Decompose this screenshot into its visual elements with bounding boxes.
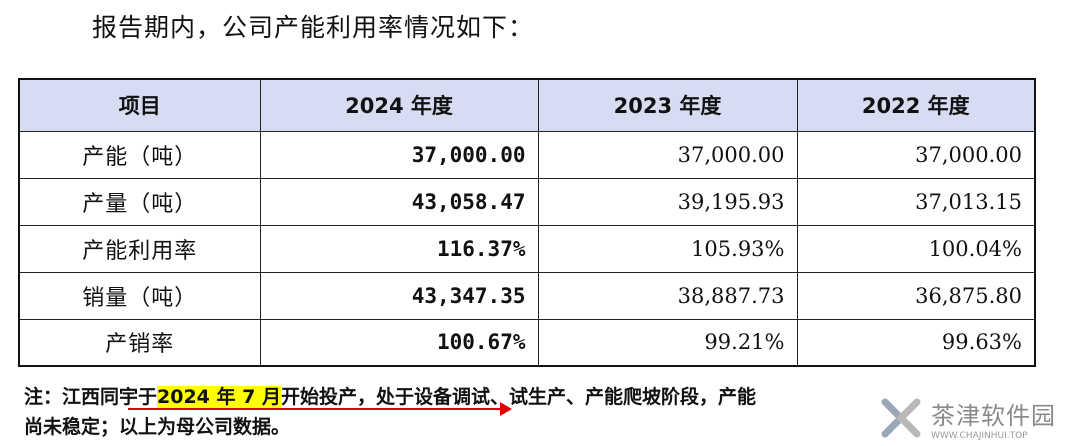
watermark: 茶津软件园 WWW.CHAJINHUI.TOP — [871, 392, 1062, 444]
cell-2024: 43,058.47 — [259, 177, 539, 226]
table-row: 产能（吨） 37,000.00 37,000.00 37,000.00 — [18, 130, 1036, 179]
cell-2024: 43,347.35 — [259, 271, 539, 320]
cell-2023: 37,000.00 — [537, 130, 798, 179]
capacity-table: 项目 2024 年度 2023 年度 2022 年度 产能（吨） 37,000.… — [18, 78, 1036, 367]
cell-2023: 105.93% — [537, 224, 798, 273]
cell-2022: 37,000.00 — [796, 130, 1036, 179]
watermark-name-en: WWW.CHAJINHUI.TOP — [931, 430, 1028, 441]
header-2022: 2022 年度 — [796, 78, 1036, 132]
red-arrow-icon — [500, 402, 512, 416]
footnote-suffix: 开始投产，处于设备调试、试生产、产能爬坡阶段，产能 — [280, 386, 756, 408]
cell-2022: 99.63% — [796, 318, 1036, 367]
watermark-text: 茶津软件园 WWW.CHAJINHUI.TOP — [931, 396, 1056, 441]
table-row: 产销率 100.67% 99.21% 99.63% — [18, 318, 1036, 367]
intro-text: 报告期内，公司产能利用率情况如下： — [92, 13, 535, 42]
row-label: 产量（吨） — [18, 177, 261, 226]
footnote: 注：江西同宇于2024 年 7 月开始投产，处于设备调试、试生产、产能爬坡阶段，… — [24, 382, 1064, 442]
row-label: 产销率 — [18, 318, 261, 367]
watermark-name-cn: 茶津软件园 — [931, 401, 1056, 430]
table-row: 销量（吨） 43,347.35 38,887.73 36,875.80 — [18, 271, 1036, 320]
table-row: 产能利用率 116.37% 105.93% 100.04% — [18, 224, 1036, 273]
cell-2024: 100.67% — [259, 318, 539, 367]
cell-2023: 39,195.93 — [537, 177, 798, 226]
footnote-line-2: 尚未稳定；以上为母公司数据。 — [24, 416, 291, 438]
table-row: 产量（吨） 43,058.47 39,195.93 37,013.15 — [18, 177, 1036, 226]
cell-2022: 36,875.80 — [796, 271, 1036, 320]
table-header-row: 项目 2024 年度 2023 年度 2022 年度 — [18, 78, 1036, 132]
row-label: 产能利用率 — [18, 224, 261, 273]
footnote-line-1: 注：江西同宇于2024 年 7 月开始投产，处于设备调试、试生产、产能爬坡阶段，… — [24, 382, 1064, 412]
header-2024: 2024 年度 — [259, 78, 539, 132]
cell-2024: 37,000.00 — [259, 130, 539, 179]
cell-2024: 116.37% — [259, 224, 539, 273]
row-label: 销量（吨） — [18, 271, 261, 320]
header-item: 项目 — [18, 78, 261, 132]
header-2023: 2023 年度 — [537, 78, 798, 132]
row-label: 产能（吨） — [18, 130, 261, 179]
cell-2023: 38,887.73 — [537, 271, 798, 320]
red-underline-annotation — [128, 408, 508, 410]
cell-2022: 37,013.15 — [796, 177, 1036, 226]
footnote-prefix: 注：江西同宇于 — [24, 386, 158, 408]
footnote-highlight: 2024 年 7 月 — [157, 386, 281, 408]
watermark-logo-icon — [881, 398, 921, 438]
cell-2022: 100.04% — [796, 224, 1036, 273]
cell-2023: 99.21% — [537, 318, 798, 367]
